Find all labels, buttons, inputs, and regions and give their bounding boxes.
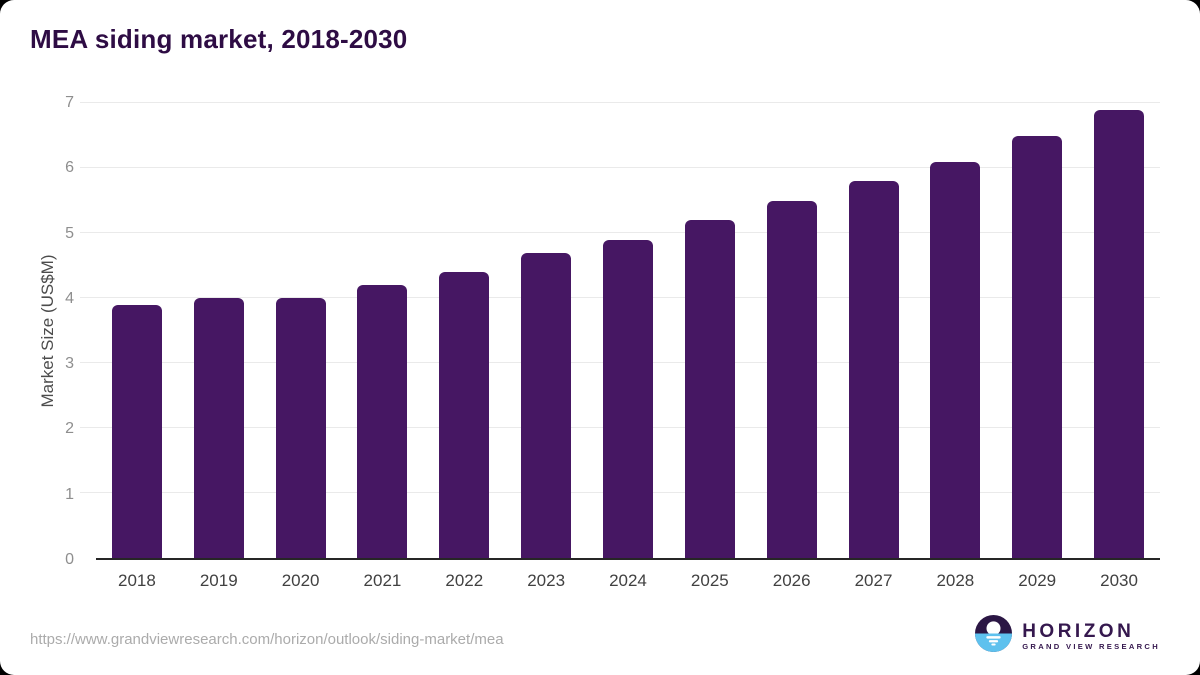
y-tick-label: 7 [65, 94, 74, 111]
horizon-logo: HORIZON GRAND VIEW RESEARCH [975, 615, 1160, 657]
bar-2024 [602, 239, 653, 558]
bar-2027 [848, 181, 899, 558]
bar-column [1078, 103, 1160, 558]
x-axis-labels: 2018 2019 2020 2021 2022 2023 2024 2025 2026 2027… [96, 571, 1160, 591]
y-tick-label: 5 [65, 224, 74, 242]
page-title: MEA siding market, 2018-2030 [30, 24, 408, 54]
x-tick-label: 2026 [772, 571, 811, 590]
bar-column [587, 103, 669, 558]
x-tick-label: 2025 [690, 571, 729, 590]
gridline [80, 232, 1160, 233]
x-tick-label: 2027 [854, 571, 893, 590]
plot-area [80, 102, 1160, 560]
bars [96, 103, 1160, 558]
y-tick-label: 0 [65, 551, 74, 568]
bar-2026 [766, 200, 817, 558]
y-tick-label: 1 [65, 485, 74, 503]
bar-column [342, 103, 424, 558]
bar-column [914, 103, 996, 558]
bar-2025 [684, 220, 735, 558]
x-tick-label: 2019 [199, 571, 238, 590]
x-tick-label: 2028 [936, 571, 975, 590]
bar-2023 [521, 252, 572, 558]
bar-column [751, 103, 833, 558]
bar-2028 [930, 161, 981, 558]
bar-column [96, 103, 178, 558]
bar-column [260, 103, 342, 558]
y-tick-label: 2 [65, 420, 74, 438]
x-tick-label: 2020 [281, 571, 320, 590]
logo-text-block: HORIZON GRAND VIEW RESEARCH [1022, 622, 1160, 651]
logo-subtext: GRAND VIEW RESEARCH [1022, 641, 1160, 651]
bar-column [833, 103, 915, 558]
x-tick-label: 2030 [1100, 571, 1138, 590]
source-url: https://www.grandviewresearch.com/horizo… [30, 631, 504, 648]
x-tick-label: 2029 [1018, 571, 1057, 590]
x-tick-label: 2018 [118, 571, 156, 590]
x-tick-label: 2023 [527, 571, 566, 590]
bar-2019 [193, 298, 244, 558]
bar-2029 [1012, 135, 1063, 558]
bar-column [996, 103, 1078, 558]
bar-2020 [275, 298, 326, 558]
bar-2022 [439, 272, 490, 558]
x-tick-label: 2024 [609, 571, 647, 590]
bar-column [178, 103, 260, 558]
y-tick-label: 3 [65, 355, 74, 373]
logo-name: HORIZON [1022, 620, 1135, 642]
y-axis-labels: 0 1 2 3 4 5 6 7 [34, 95, 74, 568]
bar-2030 [1094, 109, 1145, 558]
y-tick-label: 6 [65, 159, 74, 177]
y-tick-label: 4 [65, 289, 74, 307]
bar-column [423, 103, 505, 558]
gridline [80, 167, 1160, 168]
bar-2018 [111, 304, 162, 558]
bar-column [505, 103, 587, 558]
bar-chart: 0 1 2 3 4 5 6 7 2018 2019 2020 2021 2022 2023 2024 202… [65, 95, 1160, 590]
gridline [80, 102, 1160, 103]
bar-2021 [357, 285, 408, 558]
bar-column [669, 103, 751, 558]
horizon-sun-circle-icon [975, 615, 1013, 657]
x-tick-label: 2021 [363, 571, 402, 590]
x-tick-label: 2022 [445, 571, 484, 590]
